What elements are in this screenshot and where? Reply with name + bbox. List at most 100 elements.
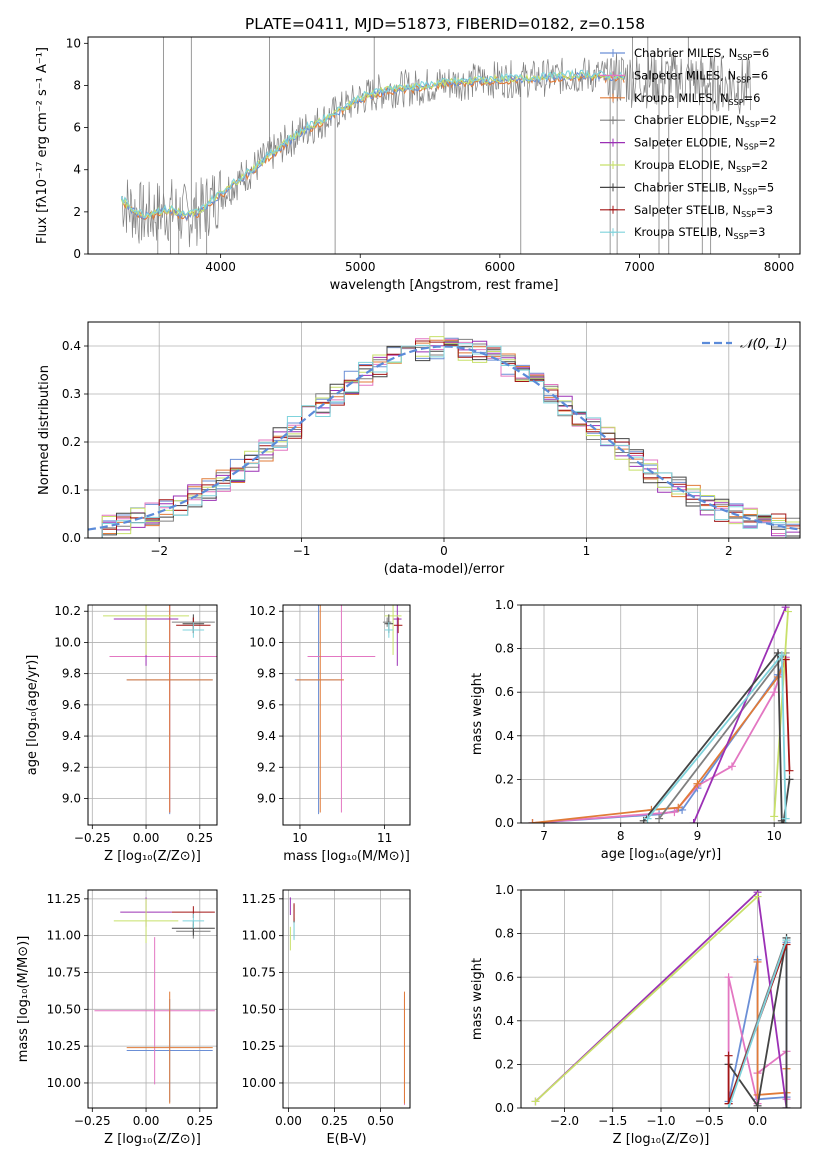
series-marker: [779, 819, 788, 823]
axes-frame: [282, 604, 411, 826]
legend-label-main: Salpeter STELIB, N: [634, 203, 741, 217]
legend-label: Kroupa STELIB, NSSP=3: [634, 225, 765, 241]
legend-label-count: =5: [757, 180, 774, 194]
y-tick-label: 9.6: [257, 698, 276, 712]
gauss-legend-label: 𝒩(0, 1): [740, 337, 787, 352]
series-line: [534, 895, 759, 1103]
x-axis-label: Z [log₁₀(Z/Z⊙)]: [104, 1132, 201, 1147]
panel-age-vs-z: −0.25 0.00 0.25 9.0 9.2 9.4 9.6 9.8 10.0 10.2 Z [l…: [25, 604, 218, 864]
legend-label-main: Salpeter ELODIE, N: [634, 136, 744, 150]
y-axis-label: mass weight: [470, 958, 485, 1040]
y-tick-label: 0.6: [495, 970, 514, 984]
series-marker: [727, 762, 736, 771]
x-axis-label: age [log₁₀(age/yr)]: [601, 847, 722, 862]
y-tick-label: 9.2: [257, 760, 276, 774]
x-axis-label: wavelength [Angstrom, rest frame]: [330, 278, 559, 293]
x-tick-label: 9: [694, 829, 702, 843]
y-tick-label: 10: [66, 36, 81, 50]
legend-label-sub: SSP: [736, 165, 751, 174]
series-marker: [782, 1104, 791, 1108]
y-tick-label: 0.6: [495, 685, 514, 699]
plot-area: [88, 336, 800, 538]
y-tick-label: 11.25: [47, 892, 81, 906]
legend-label: Chabrier STELIB, NSSP=5: [634, 180, 774, 196]
legend-label-count: =6: [751, 68, 768, 82]
series-line: [532, 657, 787, 823]
y-tick-label: 11.00: [47, 929, 81, 943]
legend-marker: [609, 161, 617, 169]
plot-area: [103, 605, 217, 815]
histogram-step: [101, 343, 787, 538]
model-line: [121, 72, 625, 222]
legend-label: Salpeter MILES, NSSP=6: [634, 68, 768, 84]
x-tick-label: 0.00: [133, 1114, 160, 1128]
series-marker: [770, 688, 779, 697]
axes-frame: [87, 889, 218, 1109]
x-tick-label: 7: [540, 829, 548, 843]
y-tick-label: 10.25: [47, 1039, 81, 1053]
legend-label-count: =6: [744, 91, 761, 105]
series-line: [658, 652, 787, 820]
legend-label-sub: SSP: [742, 187, 757, 196]
x-tick-label: −1: [293, 544, 311, 558]
legend-label-sub: SSP: [741, 210, 756, 219]
y-tick-label: 9.2: [62, 760, 81, 774]
legend-label-sub: SSP: [745, 120, 760, 129]
y-tick-label: 0.3: [62, 387, 81, 401]
x-tick-label: 0: [440, 544, 448, 558]
y-tick-label: 0.2: [62, 435, 81, 449]
legend-marker: [609, 49, 617, 57]
series-marker: [643, 814, 652, 823]
x-tick-label: 11: [377, 831, 392, 845]
series-line: [784, 659, 791, 771]
series-marker: [753, 1101, 762, 1108]
y-tick-label: 9.6: [62, 698, 81, 712]
legend-label-main: Kroupa STELIB, N: [634, 225, 734, 239]
series-line: [692, 606, 787, 823]
y-tick-label: 11.00: [242, 929, 276, 943]
axes-frame: [87, 36, 801, 255]
series-line: [532, 659, 787, 823]
figure-title: PLATE=0411, MJD=51873, FIBERID=0182, z=0…: [245, 15, 645, 33]
legend-label-main: Chabrier ELODIE, N: [634, 113, 745, 127]
series-marker: [781, 814, 790, 823]
plot-area: [531, 890, 791, 1108]
plot-area: [294, 605, 403, 815]
legend-label-count: =3: [756, 203, 773, 217]
y-tick-label: 10.2: [54, 604, 81, 618]
series-line: [727, 937, 788, 1108]
y-tick-label: 10.00: [242, 1076, 276, 1090]
legend-label-sub: SSP: [744, 143, 759, 152]
series-marker: [781, 655, 790, 664]
y-tick-label: 0.4: [495, 729, 514, 743]
plot-area: [120, 37, 751, 254]
x-tick-label: 0.25: [321, 1114, 348, 1128]
x-tick-label: −2: [150, 544, 168, 558]
legend-marker: [609, 93, 617, 102]
legend-label-main: Kroupa ELODIE, N: [634, 158, 736, 172]
x-tick-label: −1.0: [646, 1114, 675, 1128]
y-tick-label: 9.4: [62, 729, 81, 743]
y-tick-label: 0.8: [495, 927, 514, 941]
y-tick-label: 0.4: [495, 1014, 514, 1028]
series-marker: [753, 957, 762, 966]
legend-label-sub: SSP: [729, 98, 744, 107]
y-tick-label: 9.8: [257, 667, 276, 681]
legend-label-main: Salpeter MILES, N: [634, 68, 736, 82]
series-marker: [785, 766, 794, 775]
legend-label-count: =2: [751, 158, 768, 172]
y-tick-label: 9.0: [257, 791, 276, 805]
legend-label-sub: SSP: [737, 53, 752, 62]
y-axis-label: age [log₁₀(age/yr)]: [25, 655, 40, 776]
y-tick-label: 10.50: [47, 1002, 81, 1016]
panel-age-vs-mass: 10 11 9.0 9.2 9.4 9.6 9.8 10.0 10.2 mass [log₁₀(M…: [249, 604, 411, 864]
series-marker: [674, 803, 683, 812]
axes-frame: [282, 889, 411, 1109]
x-tick-label: 1: [583, 544, 591, 558]
legend-marker: [609, 183, 617, 192]
legend-marker: [609, 228, 617, 237]
y-tick-label: 11.25: [242, 892, 276, 906]
legend-label: Chabrier ELODIE, NSSP=2: [634, 113, 777, 129]
